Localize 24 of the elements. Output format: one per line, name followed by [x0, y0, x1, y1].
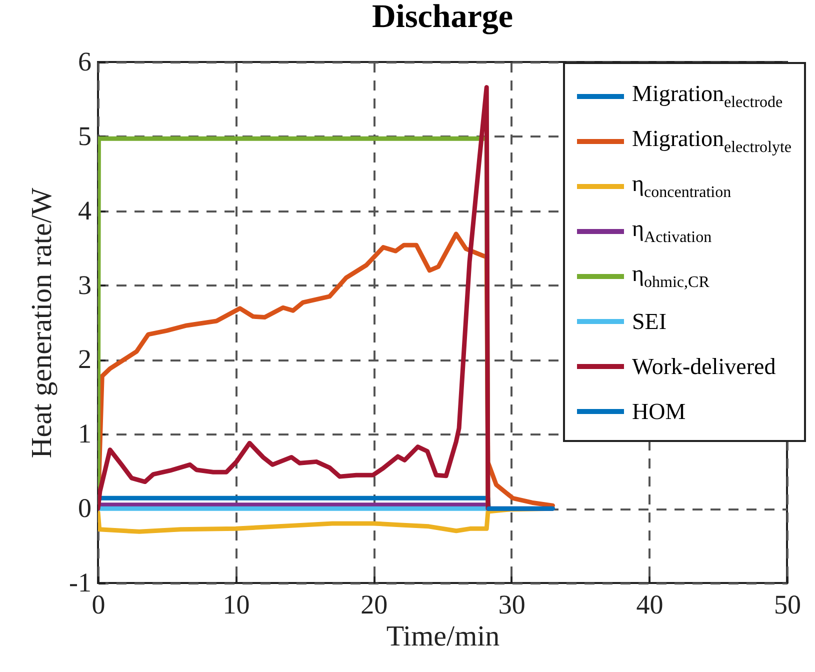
x-axis-title: Time/min [386, 620, 500, 652]
y-tick-label: 3 [78, 270, 92, 300]
legend-label: SEI [632, 308, 666, 334]
y-tick-label: 2 [78, 344, 92, 374]
y-tick-label: -1 [69, 568, 92, 598]
y-tick-label: 5 [78, 120, 92, 151]
y-axis-title: Heat generation rate/W [26, 187, 58, 458]
x-tick-label: 40 [636, 590, 664, 620]
legend-label: Migration$_{electrolyte}$ [632, 126, 792, 157]
legend-label: η$_{concentration}$ [632, 171, 732, 202]
y-tick-label: 0 [78, 493, 92, 524]
legend-label: Migration$_{electrode}$ [632, 81, 783, 112]
legend-label: HOM [632, 398, 686, 424]
legend-label: η$_{ohmic,CR}$ [632, 261, 710, 292]
legend-label: η$_{Activation}$ [632, 216, 712, 247]
x-tick-label: 50 [774, 590, 801, 620]
x-tick-label: 10 [222, 590, 250, 620]
y-tick-label: 4 [78, 195, 92, 226]
chart-title: Discharge [372, 0, 514, 35]
y-tick-label: 1 [78, 418, 92, 449]
x-tick-label: 30 [498, 590, 526, 620]
x-tick-label: 20 [360, 590, 388, 620]
legend-label: Work-delivered [632, 354, 776, 380]
y-tick-label: 6 [78, 46, 92, 76]
